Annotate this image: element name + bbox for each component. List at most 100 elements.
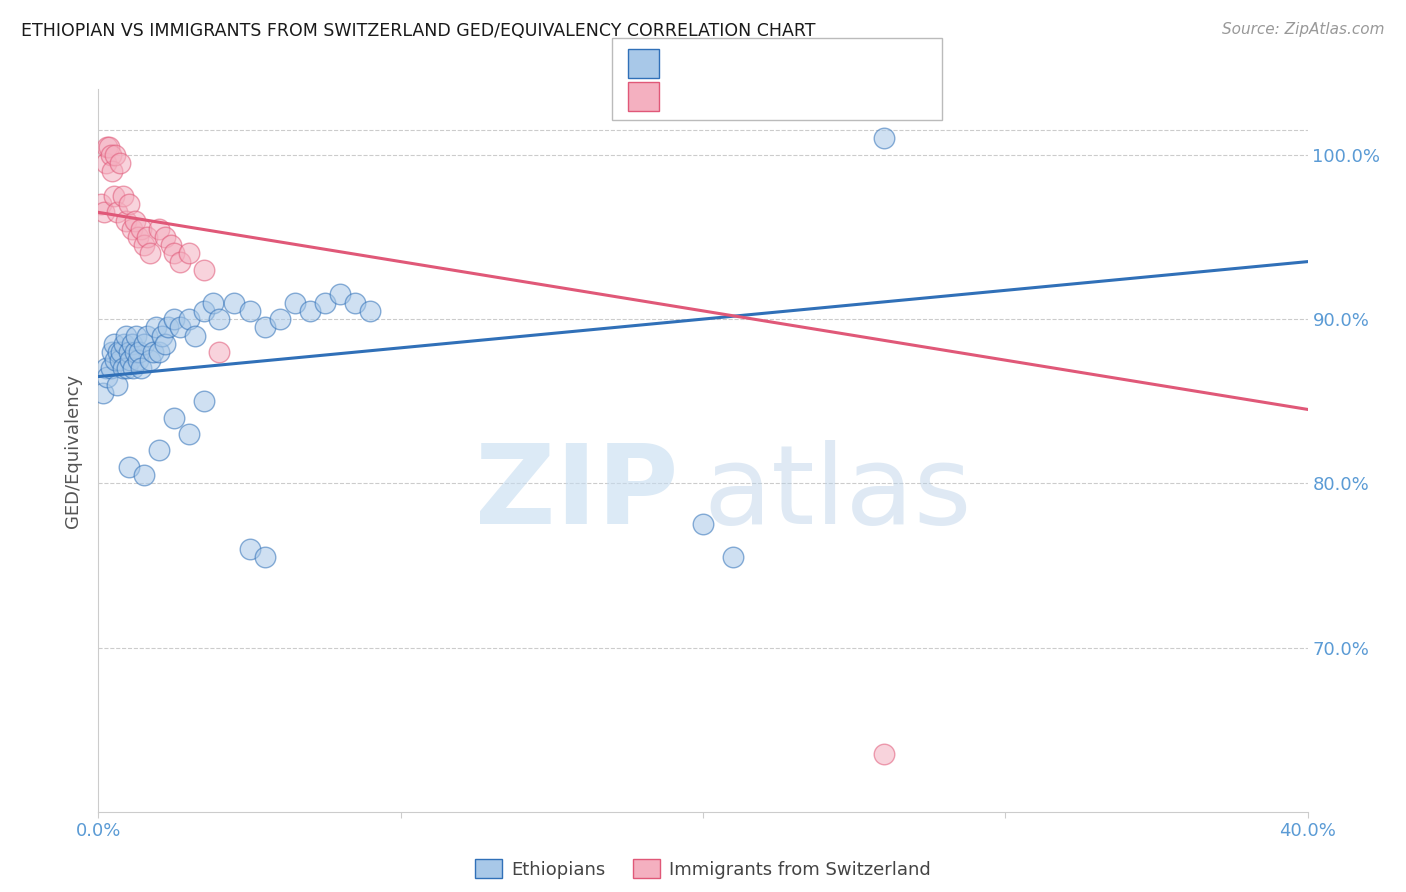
- Point: [148, 221, 170, 235]
- Point: [253, 550, 276, 565]
- Text: 0.223: 0.223: [720, 54, 783, 72]
- Text: ZIP: ZIP: [475, 441, 679, 548]
- Point: [127, 230, 149, 244]
- Point: [129, 221, 152, 235]
- Point: [135, 328, 157, 343]
- Point: [873, 747, 896, 762]
- Point: [115, 361, 138, 376]
- Text: atlas: atlas: [703, 441, 972, 548]
- Point: [314, 295, 336, 310]
- Point: [184, 328, 207, 343]
- Point: [150, 328, 173, 343]
- Point: [100, 148, 122, 162]
- Point: [269, 312, 291, 326]
- Point: [125, 328, 148, 343]
- Point: [135, 230, 157, 244]
- Point: [114, 213, 136, 227]
- Point: [360, 304, 382, 318]
- Point: [124, 345, 146, 359]
- Point: [193, 394, 215, 409]
- Point: [105, 377, 128, 392]
- Text: Source: ZipAtlas.com: Source: ZipAtlas.com: [1222, 22, 1385, 37]
- Point: [94, 361, 117, 376]
- Point: [692, 517, 714, 532]
- Point: [253, 320, 276, 334]
- Point: [132, 238, 155, 252]
- Point: [122, 361, 145, 376]
- Point: [103, 189, 125, 203]
- Point: [128, 345, 150, 359]
- Point: [139, 246, 162, 260]
- Point: [120, 353, 142, 368]
- Point: [239, 541, 262, 556]
- Point: [208, 345, 231, 359]
- Point: [873, 131, 896, 145]
- Point: [202, 295, 225, 310]
- Text: R =: R =: [673, 87, 713, 105]
- Point: [284, 295, 307, 310]
- Text: N =: N =: [789, 87, 841, 105]
- Point: [193, 263, 215, 277]
- Point: [118, 345, 141, 359]
- Point: [723, 550, 745, 565]
- Point: [96, 139, 118, 153]
- Text: -0.272: -0.272: [720, 87, 785, 105]
- Point: [139, 353, 162, 368]
- Point: [299, 304, 322, 318]
- Point: [101, 164, 124, 178]
- Text: 61: 61: [832, 54, 863, 72]
- Point: [132, 468, 155, 483]
- Point: [93, 205, 115, 219]
- Point: [91, 386, 114, 401]
- Point: [110, 345, 132, 359]
- Point: [103, 336, 125, 351]
- Point: [153, 230, 176, 244]
- Point: [108, 353, 131, 368]
- Point: [118, 197, 141, 211]
- Text: R =: R =: [673, 54, 713, 72]
- Point: [145, 320, 167, 334]
- Point: [156, 320, 179, 334]
- Point: [148, 443, 170, 458]
- Point: [179, 427, 201, 442]
- Point: [148, 345, 170, 359]
- Point: [179, 312, 201, 326]
- Point: [224, 295, 246, 310]
- Point: [163, 246, 186, 260]
- Point: [107, 345, 129, 359]
- Text: 30: 30: [842, 87, 873, 105]
- Point: [163, 312, 186, 326]
- Point: [153, 336, 176, 351]
- Point: [98, 139, 121, 153]
- Point: [118, 459, 141, 474]
- Point: [101, 345, 124, 359]
- Point: [112, 336, 135, 351]
- Point: [344, 295, 367, 310]
- Point: [105, 205, 128, 219]
- Point: [108, 156, 131, 170]
- Point: [104, 148, 127, 162]
- Point: [208, 312, 231, 326]
- Point: [169, 254, 191, 268]
- Point: [96, 369, 118, 384]
- Point: [100, 361, 122, 376]
- Point: [132, 336, 155, 351]
- Point: [129, 361, 152, 376]
- Point: [114, 328, 136, 343]
- Point: [111, 361, 134, 376]
- Point: [193, 304, 215, 318]
- Point: [111, 189, 134, 203]
- Point: [329, 287, 352, 301]
- Point: [124, 213, 146, 227]
- Point: [239, 304, 262, 318]
- Y-axis label: GED/Equivalency: GED/Equivalency: [65, 374, 83, 527]
- Point: [160, 238, 183, 252]
- Point: [169, 320, 191, 334]
- Point: [121, 221, 143, 235]
- Point: [142, 345, 165, 359]
- Text: ETHIOPIAN VS IMMIGRANTS FROM SWITZERLAND GED/EQUIVALENCY CORRELATION CHART: ETHIOPIAN VS IMMIGRANTS FROM SWITZERLAND…: [21, 22, 815, 40]
- Text: N =: N =: [779, 54, 831, 72]
- Point: [104, 353, 127, 368]
- Point: [163, 410, 186, 425]
- Legend: Ethiopians, Immigrants from Switzerland: Ethiopians, Immigrants from Switzerland: [468, 852, 938, 886]
